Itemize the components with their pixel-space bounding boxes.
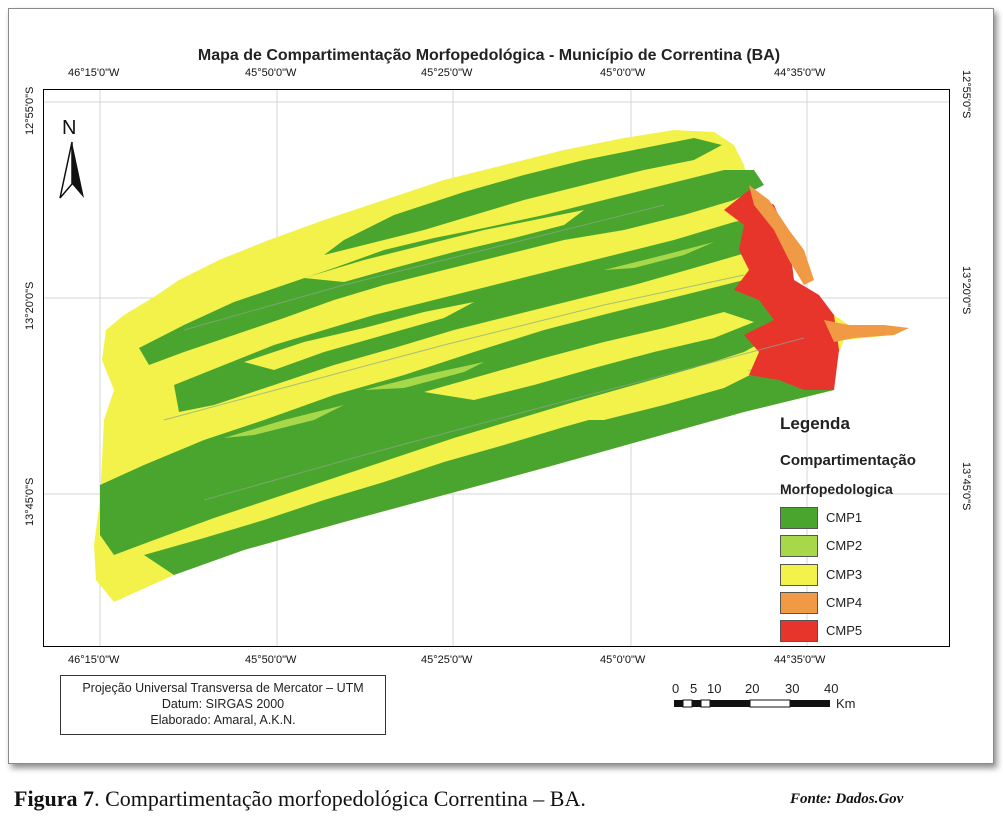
caption-text: . Compartimentação morfopedológica Corre… (94, 786, 586, 811)
north-arrow-icon: N (59, 117, 84, 199)
legend-swatch (780, 507, 818, 529)
svg-text:N: N (62, 117, 76, 139)
datum-line: Datum: SIRGAS 2000 (161, 697, 285, 711)
figure-caption: Figura 7. Compartimentação morfopedológi… (14, 786, 586, 812)
scale-tick-label: 10 (707, 681, 722, 696)
bottom-longitude-label: 44°35'0"W (774, 654, 826, 666)
top-longitude-label: 45°25'0"W (421, 67, 473, 79)
legend-subtitle: Morfopedologica (780, 481, 893, 497)
author-line: Elaborado: Amaral, A.K.N. (150, 713, 296, 727)
scale-tick-label: 40 (824, 681, 839, 696)
legend-swatch (780, 564, 818, 586)
scale-bar (674, 699, 830, 708)
bottom-longitude-label: 46°15'0"W (68, 654, 120, 666)
right-latitude-label: 13°45'0"S (960, 462, 972, 511)
legend-subtitle: Compartimentação (780, 452, 916, 469)
legend-label: CMP4 (826, 595, 863, 610)
legend-label: CMP2 (826, 538, 863, 553)
bottom-longitude-label: 45°0'0"W (600, 654, 646, 666)
legend-label: CMP3 (826, 567, 863, 582)
legend-title: Legenda (780, 414, 850, 433)
drainage-lines (163, 204, 805, 501)
top-longitude-label: 45°0'0"W (600, 67, 646, 79)
cmp2-accents (224, 242, 714, 438)
legend-swatch (780, 592, 818, 614)
scale-unit: Km (836, 696, 856, 711)
scale-tick-label: 20 (745, 681, 760, 696)
top-longitude-label: 46°15'0"W (68, 67, 120, 79)
right-latitude-label: 12°55'0"S (960, 70, 972, 119)
legend-swatch (780, 535, 818, 557)
projection-line: Projeção Universal Transversa de Mercato… (82, 681, 364, 695)
legend-swatch (780, 620, 818, 642)
legend-label: CMP5 (826, 623, 863, 638)
left-latitude-label: 12°55'0"S (24, 86, 36, 135)
bottom-longitude-label: 45°25'0"W (421, 654, 473, 666)
scale-tick-label: 5 (690, 681, 698, 696)
map-title: Mapa de Compartimentação Morfopedológica… (197, 47, 781, 64)
legend-label: CMP1 (826, 510, 863, 525)
left-latitude-label: 13°20'0"S (24, 281, 36, 330)
cmp3-strips (244, 210, 764, 420)
top-longitude-label: 45°50'0"W (245, 67, 297, 79)
bottom-longitude-label: 45°50'0"W (245, 654, 297, 666)
scale-tick-label: 30 (785, 681, 800, 696)
top-longitude-label: 44°35'0"W (774, 67, 826, 79)
figure-label: Figura 7 (14, 786, 95, 811)
figure-source: Fonte: Dados.Gov (790, 791, 904, 807)
projection-info-box: Projeção Universal Transversa de Mercato… (60, 675, 386, 735)
cmp5-area (724, 190, 839, 390)
scale-tick-label: 0 (672, 681, 680, 696)
cmp4-area (749, 185, 909, 342)
left-latitude-label: 13°45'0"S (24, 477, 36, 526)
map-canvas: N (44, 90, 949, 646)
right-latitude-label: 13°20'0"S (960, 266, 972, 315)
